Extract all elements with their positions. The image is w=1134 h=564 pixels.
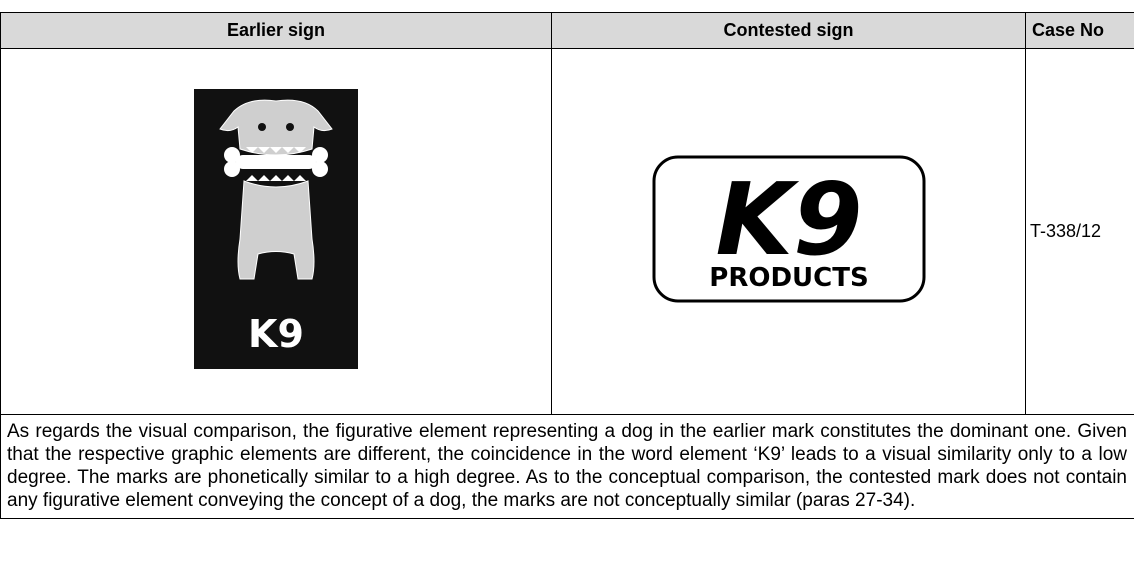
contested-sign-subtext: PRODUCTS (709, 263, 868, 293)
header-cell: Case No (1025, 12, 1134, 49)
earlier-sign-text: K9 (248, 312, 304, 356)
earlier-sign-logo: K9 (194, 89, 358, 369)
reasoning-text: As regards the visual comparison, the fi… (7, 421, 1127, 511)
header-cell: Contested sign (551, 12, 1026, 49)
case-number: T-338/12 (1025, 48, 1134, 415)
reasoning-cell: As regards the visual comparison, the fi… (0, 414, 1134, 519)
table-wrap: Earlier sign Contested sign Case No (0, 12, 1134, 564)
comparison-table: Earlier sign Contested sign Case No (0, 12, 1134, 519)
contested-sign-text: K9 (715, 161, 862, 278)
header-row: Earlier sign Contested sign Case No (0, 12, 1134, 49)
contested-sign-cell: K9 PRODUCTS (551, 48, 1026, 415)
contested-sign-logo: K9 PRODUCTS (652, 155, 925, 303)
reasoning-row: As regards the visual comparison, the fi… (0, 414, 1134, 519)
sign-row: K9 K9 PRODUCTS T-338/12 (0, 48, 1134, 415)
header-cell: Earlier sign (0, 12, 552, 49)
earlier-sign-cell: K9 (0, 48, 552, 415)
